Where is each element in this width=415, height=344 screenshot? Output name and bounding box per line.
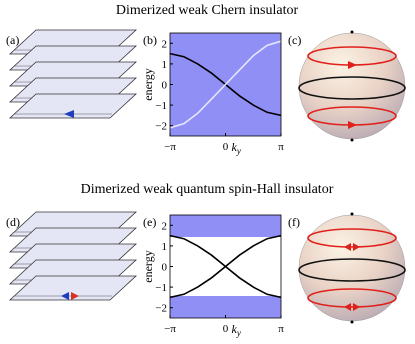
loop-arrow bbox=[344, 303, 351, 311]
y-tick-label: −1 bbox=[155, 282, 167, 294]
loop bbox=[307, 288, 397, 308]
panel-label: (c) bbox=[288, 33, 301, 47]
x-axis-label: ky bbox=[232, 322, 241, 338]
pole bbox=[350, 138, 354, 142]
layer-plane bbox=[8, 93, 138, 119]
panel-label: (d) bbox=[6, 215, 20, 229]
row-title: Dimerized weak Chern insulator bbox=[116, 3, 299, 18]
y-tick-label: −2 bbox=[155, 303, 167, 315]
x-tick-label: 0 bbox=[223, 141, 229, 153]
x-tick-label: −π bbox=[164, 323, 176, 335]
panel-label: (f) bbox=[288, 215, 300, 229]
bulk-band bbox=[170, 215, 281, 237]
x-axis-label-sub: y bbox=[236, 146, 241, 156]
y-tick-label: 1 bbox=[162, 241, 168, 253]
x-axis-label-base: k bbox=[232, 140, 238, 154]
edge-arrow bbox=[64, 110, 74, 118]
x-axis-label: ky bbox=[232, 140, 241, 156]
pole bbox=[350, 212, 354, 216]
y-axis-label: energy bbox=[141, 250, 155, 282]
y-tick-label: −1 bbox=[155, 100, 167, 112]
loop bbox=[298, 76, 406, 100]
y-tick-label: 0 bbox=[162, 262, 168, 274]
edge-arrow bbox=[71, 292, 79, 300]
loop-arrow bbox=[348, 61, 357, 69]
bloch-sphere bbox=[298, 214, 406, 322]
edge-arrow bbox=[61, 292, 69, 300]
loop-arrow bbox=[353, 243, 360, 251]
x-axis-label-sub: y bbox=[236, 328, 241, 338]
x-axis-label-base: k bbox=[232, 322, 238, 336]
y-tick-label: −2 bbox=[155, 121, 167, 133]
x-tick-label: −π bbox=[164, 141, 176, 153]
y-tick-label: 1 bbox=[162, 59, 168, 71]
panel-label: (a) bbox=[6, 33, 19, 47]
x-tick-label: 0 bbox=[223, 323, 229, 335]
edge-state bbox=[169, 234, 282, 299]
panel-label: (e) bbox=[143, 215, 156, 229]
y-tick-label: 0 bbox=[162, 80, 168, 92]
pole bbox=[350, 30, 354, 34]
edge-state bbox=[169, 40, 282, 129]
y-axis-label: energy bbox=[141, 68, 155, 100]
bulk-band bbox=[170, 296, 281, 318]
loop-arrow bbox=[348, 121, 357, 129]
panel-label: (b) bbox=[143, 33, 157, 47]
row-title: Dimerized weak quantum spin-Hall insulat… bbox=[81, 182, 334, 197]
loop-arrow bbox=[353, 303, 360, 311]
loop bbox=[298, 258, 406, 282]
y-tick-label: 2 bbox=[162, 38, 168, 50]
y-tick-label: 2 bbox=[162, 220, 168, 232]
loop bbox=[307, 228, 397, 248]
loop-arrow bbox=[344, 243, 351, 251]
layer-plane bbox=[8, 275, 138, 301]
x-tick-label: π bbox=[278, 141, 284, 153]
pole bbox=[350, 320, 354, 324]
x-tick-label: π bbox=[278, 323, 284, 335]
